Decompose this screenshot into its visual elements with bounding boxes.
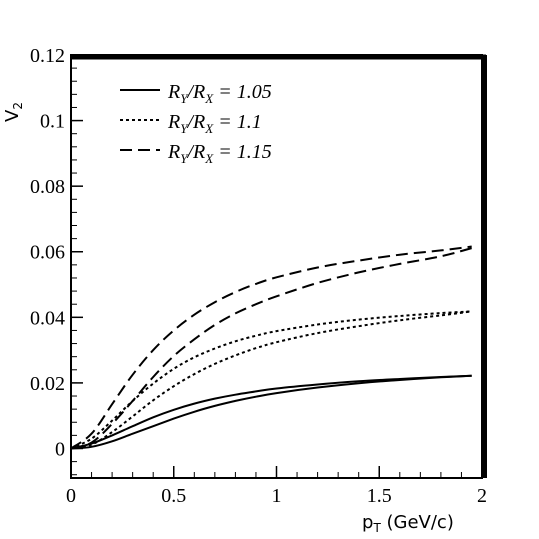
x-axis-title: pT (GeV/c) xyxy=(362,512,454,535)
legend-entry-1: RY/RX = 1.05 xyxy=(120,81,272,106)
series-line-dotted xyxy=(70,310,472,450)
y-tick-label: 0.12 xyxy=(30,45,65,67)
y-tick-label: 0.08 xyxy=(30,176,65,198)
x-tick-label: 1 xyxy=(272,485,282,507)
y-tick-label: 0.04 xyxy=(30,307,65,329)
axis-ticks xyxy=(70,54,483,478)
x-tick-label: 0 xyxy=(66,485,76,507)
x-tick-label: 2 xyxy=(477,485,487,507)
y-tick-label: 0.06 xyxy=(30,242,65,264)
y-tick-label: 0.02 xyxy=(30,373,65,395)
y-tick-label: 0.1 xyxy=(40,111,65,133)
legend: RY/RX = 1.05 RY/RX = 1.1 RY/RX = 1.15 xyxy=(120,81,272,166)
series-curves xyxy=(70,245,472,450)
legend-label-1: RY/RX = 1.05 xyxy=(167,81,272,106)
series-line-dashed xyxy=(70,245,472,450)
plot-frame xyxy=(70,54,483,479)
series-line-solid xyxy=(70,374,472,450)
legend-label-2: RY/RX = 1.1 xyxy=(167,111,262,136)
legend-entry-2: RY/RX = 1.1 xyxy=(120,111,262,136)
series-line-solid xyxy=(70,374,472,450)
x-tick-label: 0.5 xyxy=(161,485,186,507)
series-line-dotted xyxy=(70,310,472,450)
y-tick-label: 0 xyxy=(55,438,65,460)
tick-labels: 0 0.02 0.04 0.06 0.08 0.1 0.12 0 0.5 1 1.5 2 xyxy=(30,45,487,507)
y-axis-title: V2 xyxy=(2,102,25,122)
series-line-dashed xyxy=(70,247,472,450)
x-tick-label: 1.5 xyxy=(367,485,392,507)
legend-entry-3: RY/RX = 1.15 xyxy=(120,141,272,166)
legend-label-3: RY/RX = 1.15 xyxy=(167,141,272,166)
